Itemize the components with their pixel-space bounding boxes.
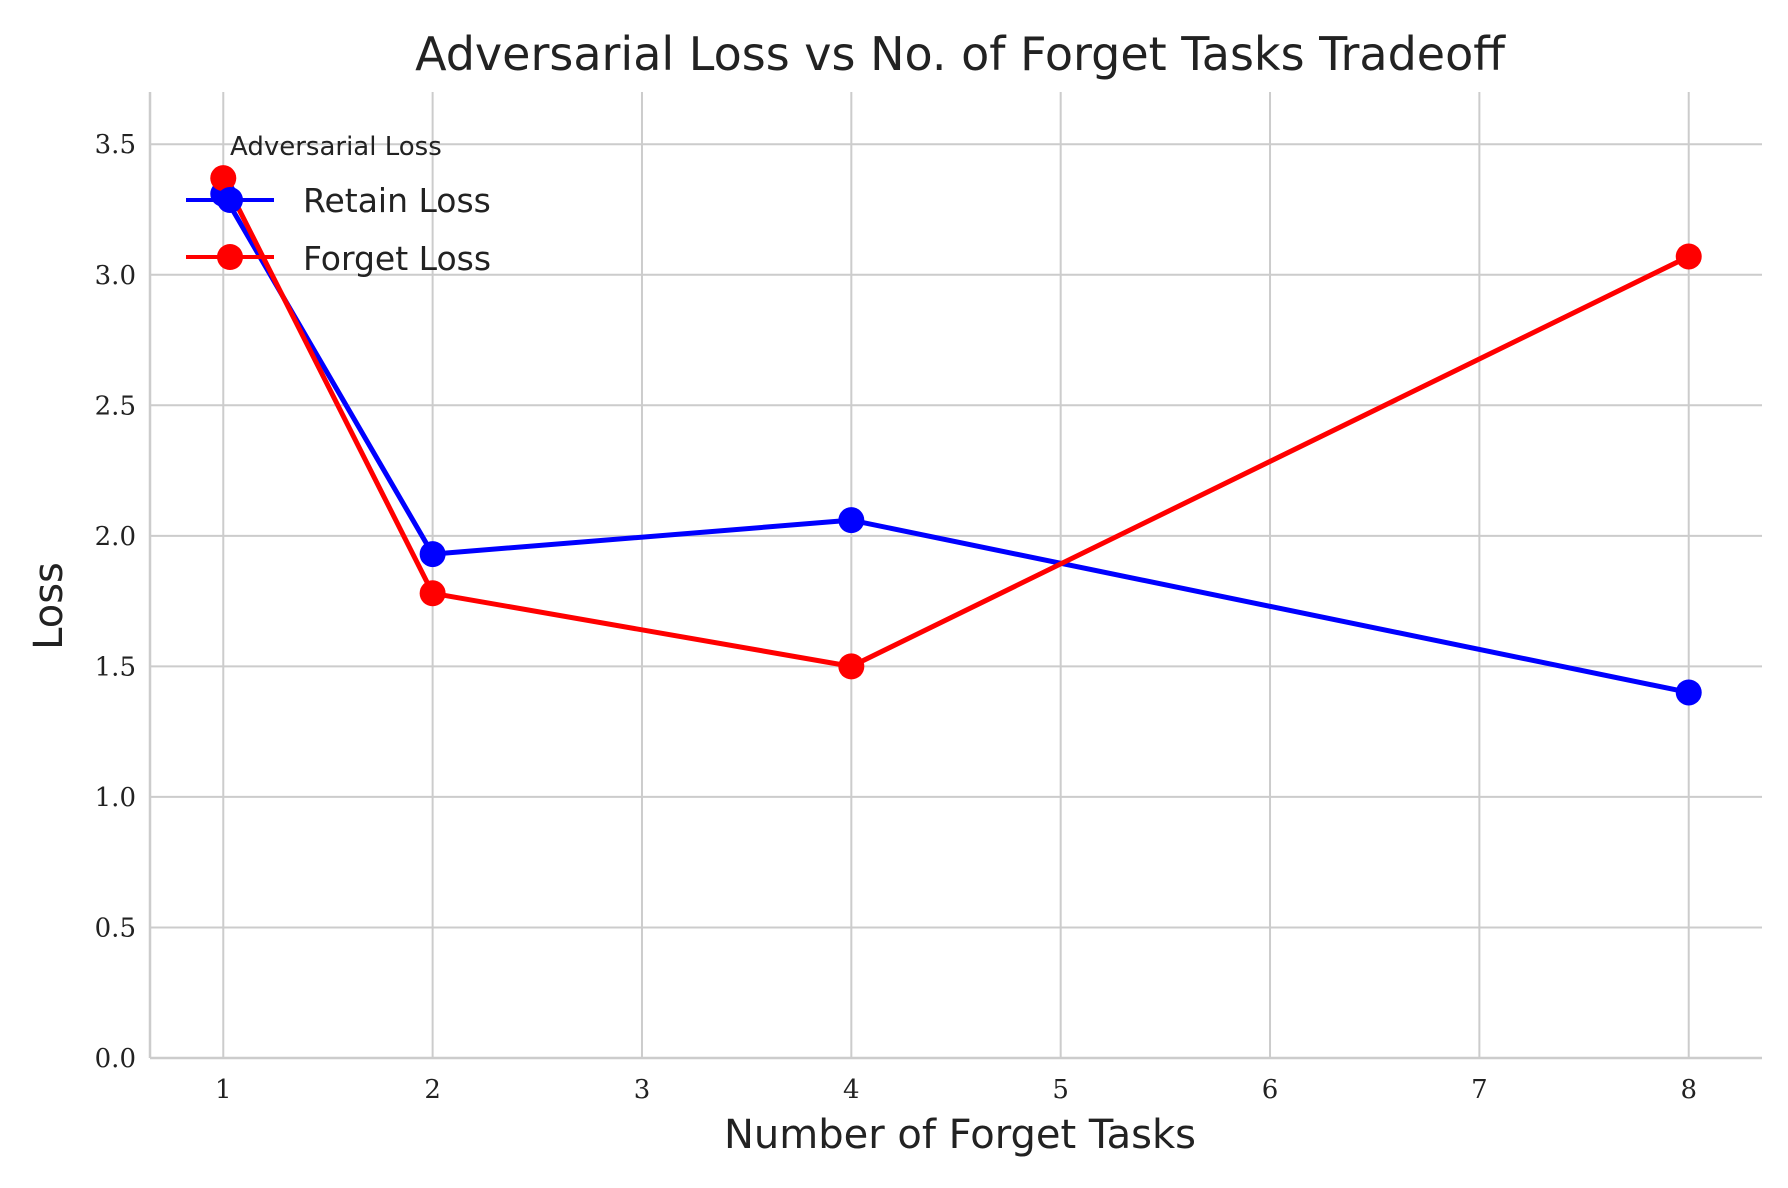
x-tick-label: 5	[1052, 1075, 1069, 1105]
x-axis-label: Number of Forget Tasks	[724, 1112, 1196, 1158]
y-tick-label: 2.5	[95, 391, 136, 421]
legend-label-retain-loss: Retain Loss	[303, 181, 491, 220]
x-tick-label: 8	[1680, 1075, 1697, 1105]
y-axis-label: Loss	[26, 562, 72, 650]
data-point-retain-loss	[419, 541, 446, 568]
y-tick-label: 0.0	[95, 1044, 136, 1074]
data-point-retain-loss	[1675, 679, 1702, 706]
x-tick-label: 4	[843, 1075, 860, 1105]
axes-spines	[148, 92, 1762, 1060]
legend-entry-forget-loss: Forget Loss	[186, 239, 491, 278]
series-forget-loss	[210, 165, 1702, 680]
legend-entry-retain-loss: Retain Loss	[186, 181, 491, 220]
series-line-retain-loss	[221, 192, 1690, 695]
y-tick-label: 1.0	[95, 783, 136, 813]
y-tick-label: 2.0	[95, 522, 136, 552]
data-point-forget-loss	[419, 580, 446, 607]
grid	[150, 92, 1762, 1059]
data-point-forget-loss	[210, 165, 237, 192]
data-point-retain-loss	[838, 507, 865, 534]
tick-labels: 1 2 3 4 5 6 7 8 0.0 0.5 1.0 1.5 2.0 2.5 3.0 3.5	[95, 130, 1697, 1105]
legend: Adversarial Loss Retain Loss Forget Loss	[186, 132, 491, 278]
legend-marker-retain-loss	[217, 187, 243, 213]
y-tick-label: 3.5	[95, 130, 136, 160]
data-point-forget-loss	[1675, 243, 1702, 270]
data-point-forget-loss	[838, 653, 865, 680]
x-tick-label: 7	[1471, 1075, 1488, 1105]
x-tick-label: 2	[424, 1075, 441, 1105]
x-tick-label: 1	[215, 1075, 232, 1105]
x-tick-label: 6	[1262, 1075, 1279, 1105]
series-line-forget-loss	[221, 177, 1690, 669]
legend-marker-forget-loss	[217, 244, 243, 270]
legend-label-forget-loss: Forget Loss	[303, 239, 491, 278]
y-tick-label: 0.5	[95, 913, 136, 943]
x-tick-label: 3	[634, 1075, 651, 1105]
y-tick-label: 1.5	[95, 652, 136, 682]
y-tick-label: 3.0	[95, 261, 136, 291]
legend-title: Adversarial Loss	[230, 132, 442, 162]
series-layer	[210, 165, 1702, 706]
chart-title: Adversarial Loss vs No. of Forget Tasks …	[415, 27, 1506, 81]
